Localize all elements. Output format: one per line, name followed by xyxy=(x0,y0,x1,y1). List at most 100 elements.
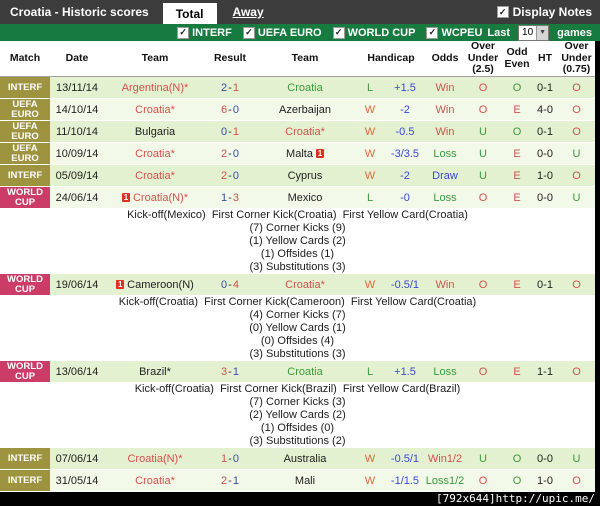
home-team[interactable]: 1 Croatia(N)* xyxy=(104,187,206,208)
home-team[interactable]: Croatia(N)* xyxy=(104,448,206,469)
away-team[interactable]: Croatia* xyxy=(254,121,356,142)
away-team[interactable]: Mexico xyxy=(254,187,356,208)
last-label: Last xyxy=(487,26,511,39)
page-title: Croatia - Historic scores xyxy=(10,5,149,19)
over-under-25: U xyxy=(479,452,487,465)
home-team[interactable]: Croatia* xyxy=(104,165,206,186)
away-team-name[interactable]: Croatia* xyxy=(285,278,325,291)
away-team[interactable]: Malta 1 xyxy=(254,143,356,164)
away-team[interactable]: Croatia* xyxy=(254,274,356,295)
home-team-name[interactable]: Croatia* xyxy=(135,103,175,116)
filter-world-cup[interactable]: ✓ WORLD CUP xyxy=(332,26,415,39)
checkbox-checked-icon[interactable]: ✓ xyxy=(177,26,190,39)
home-team-name[interactable]: Argentina(N)* xyxy=(121,81,189,94)
handicap-value: -0.5/1 xyxy=(390,452,420,465)
home-team-name[interactable]: Brazil* xyxy=(139,365,171,378)
over-under-075: O xyxy=(572,169,581,182)
away-goals: 1 xyxy=(232,365,239,378)
home-team-name[interactable]: Bulgaria xyxy=(134,125,176,138)
filter-uefa-euro[interactable]: ✓ UEFA EURO xyxy=(242,26,322,39)
match-date: 13/06/14 xyxy=(55,365,99,378)
away-team[interactable]: Croatia xyxy=(254,361,356,382)
away-goals: 0 xyxy=(232,169,239,182)
away-team-name[interactable]: Cyprus xyxy=(287,169,323,182)
games-label: games xyxy=(557,26,592,39)
chevron-down-icon[interactable]: ▼ xyxy=(536,25,549,40)
notes-line: (3) Substitutions (2) xyxy=(249,435,346,447)
away-team[interactable]: Mali xyxy=(254,470,356,491)
header-handicap: Handicap xyxy=(367,51,415,64)
away-team-name[interactable]: Croatia xyxy=(287,365,323,378)
odd-even: O xyxy=(512,474,522,487)
result-score: 6-0 xyxy=(206,99,254,120)
handicap-value: -3/3.5 xyxy=(390,147,420,160)
home-team[interactable]: Croatia* xyxy=(104,143,206,164)
match-date: 11/10/14 xyxy=(55,125,98,138)
header-over-under-075: Over Under (0.75) xyxy=(561,40,592,76)
home-team-name[interactable]: Croatia(N)* xyxy=(127,452,183,465)
tab-away[interactable]: Away xyxy=(232,5,264,19)
display-notes-toggle[interactable]: ✓ Display Notes xyxy=(496,5,600,19)
halftime-score: 4-0 xyxy=(537,103,553,116)
away-team[interactable]: Cyprus xyxy=(254,165,356,186)
handicap-value: -2 xyxy=(400,103,410,116)
home-team[interactable]: Bulgaria xyxy=(104,121,206,142)
away-team-name[interactable]: Azerbaijan xyxy=(279,103,331,116)
halftime-score: 0-1 xyxy=(537,81,553,94)
home-team-name[interactable]: Croatia* xyxy=(135,474,175,487)
over-under-075: O xyxy=(572,365,581,378)
result-score: 2-1 xyxy=(206,77,254,98)
match-date: 31/05/14 xyxy=(55,474,99,487)
home-goals: 2 xyxy=(221,147,228,160)
over-under-075: O xyxy=(572,278,581,291)
away-goals: 3 xyxy=(232,191,239,204)
checkbox-checked-icon[interactable]: ✓ xyxy=(426,26,439,39)
league-badge: INTERF xyxy=(0,165,50,186)
home-team[interactable]: 1 Cameroon(N) xyxy=(104,274,206,295)
notes-header: Kick-off(Croatia) First Corner Kick(Came… xyxy=(118,296,477,308)
filter-wcpeu[interactable]: ✓ WCPEU xyxy=(426,26,482,39)
home-team[interactable]: Croatia* xyxy=(104,99,206,120)
away-team[interactable]: Azerbaijan xyxy=(254,99,356,120)
halftime-score: 1-0 xyxy=(537,169,553,182)
header-odds: Odds xyxy=(431,51,459,64)
filter-label: UEFA EURO xyxy=(257,26,322,39)
away-team-name[interactable]: Malta xyxy=(286,147,313,160)
games-count-select[interactable]: 10 ▼ xyxy=(518,24,550,41)
away-team-name[interactable]: Australia xyxy=(283,452,327,465)
match-notes: Kick-off(Mexico) First Corner Kick(Croat… xyxy=(0,209,595,274)
away-team-name[interactable]: Mali xyxy=(294,474,316,487)
checkbox-checked-icon[interactable]: ✓ xyxy=(242,26,255,39)
checkbox-checked-icon[interactable]: ✓ xyxy=(496,6,509,18)
home-team-name[interactable]: Croatia* xyxy=(135,147,175,160)
away-team-name[interactable]: Croatia xyxy=(287,81,323,94)
table-row: INTERF 07/06/14 Croatia(N)* 1-0 Australi… xyxy=(0,448,595,470)
result-score: 1-0 xyxy=(206,448,254,469)
odds-result: Loss xyxy=(433,191,457,204)
home-team[interactable]: Croatia* xyxy=(104,470,206,491)
home-team-name[interactable]: Cameroon(N) xyxy=(127,278,194,291)
home-team-name[interactable]: Croatia* xyxy=(135,169,175,182)
away-team-name[interactable]: Croatia* xyxy=(285,125,325,138)
notes-header: Kick-off(Mexico) First Corner Kick(Croat… xyxy=(127,209,468,221)
league-badge: WORLD CUP xyxy=(0,361,50,382)
away-team[interactable]: Croatia xyxy=(254,77,356,98)
checkbox-checked-icon[interactable]: ✓ xyxy=(332,26,345,39)
home-team[interactable]: Argentina(N)* xyxy=(104,77,206,98)
league-badge: INTERF xyxy=(0,77,50,98)
away-team-name[interactable]: Mexico xyxy=(287,191,323,204)
filter-interf[interactable]: ✓ INTERF xyxy=(177,26,232,39)
handicap-value: -0 xyxy=(400,191,410,204)
away-team[interactable]: Australia xyxy=(254,448,356,469)
result-score: 0-1 xyxy=(206,121,254,142)
home-team[interactable]: Brazil* xyxy=(104,361,206,382)
header-team-away: Team xyxy=(291,51,319,64)
over-under-25: O xyxy=(478,474,488,487)
home-goals: 3 xyxy=(221,365,228,378)
score-dash: - xyxy=(228,474,232,487)
red-card-icon: 1 xyxy=(116,280,125,289)
home-team-name[interactable]: Croatia(N)* xyxy=(132,191,188,204)
away-goals: 1 xyxy=(232,125,239,138)
home-goals: 2 xyxy=(221,169,228,182)
tab-total[interactable]: Total xyxy=(162,3,217,24)
